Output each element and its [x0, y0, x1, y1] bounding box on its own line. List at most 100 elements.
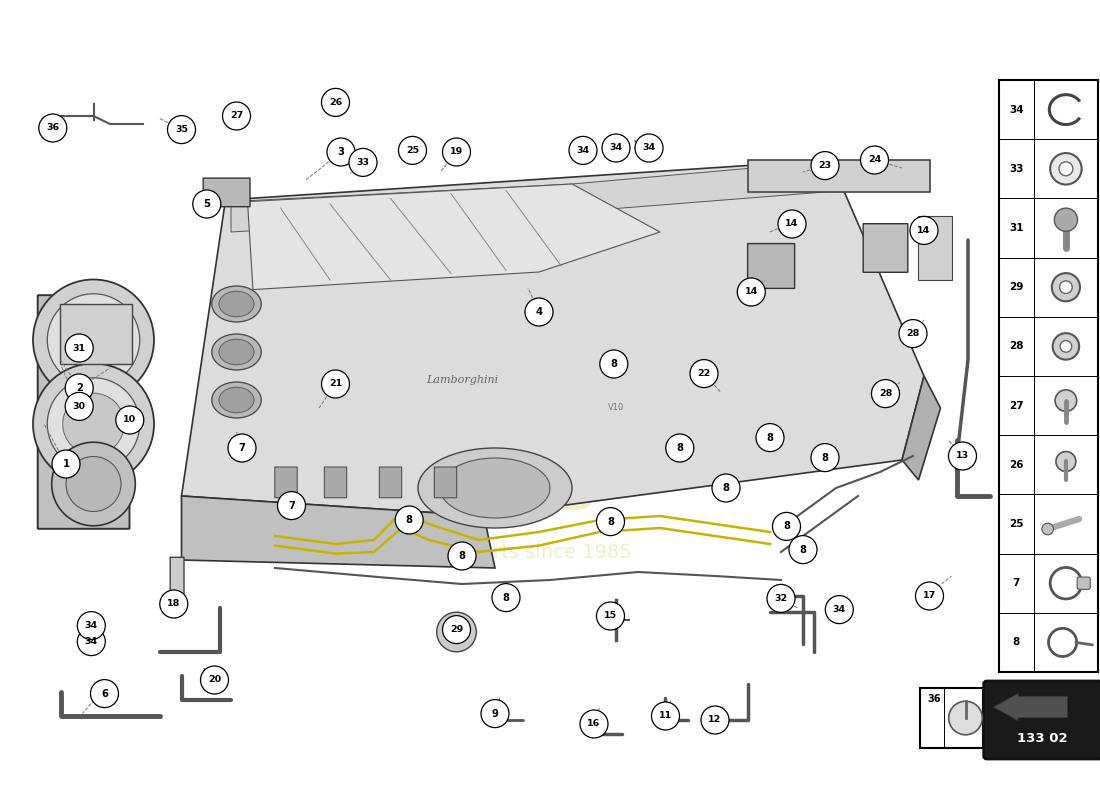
Circle shape	[600, 350, 628, 378]
Text: el-fuentes: el-fuentes	[309, 394, 659, 454]
Circle shape	[767, 584, 795, 613]
Circle shape	[33, 279, 154, 401]
Text: 32: 32	[774, 594, 788, 603]
Text: 35: 35	[175, 125, 188, 134]
FancyBboxPatch shape	[864, 224, 907, 272]
Circle shape	[1042, 523, 1054, 534]
Circle shape	[1054, 208, 1078, 231]
Circle shape	[1059, 162, 1072, 176]
FancyBboxPatch shape	[983, 681, 1100, 759]
Polygon shape	[182, 496, 495, 568]
Text: 7: 7	[239, 443, 245, 453]
Circle shape	[442, 616, 471, 643]
FancyBboxPatch shape	[275, 467, 297, 498]
Circle shape	[899, 319, 927, 347]
Text: a passion for parts since 1985: a passion for parts since 1985	[337, 542, 631, 562]
Circle shape	[66, 457, 121, 511]
Text: 4: 4	[536, 307, 542, 317]
Text: 7: 7	[288, 501, 295, 510]
Text: 8: 8	[767, 433, 773, 442]
Text: 34: 34	[609, 143, 623, 153]
Circle shape	[200, 666, 229, 694]
FancyBboxPatch shape	[434, 467, 456, 498]
Text: 28: 28	[1009, 342, 1024, 351]
Circle shape	[811, 443, 839, 472]
Text: 15: 15	[604, 611, 617, 621]
Circle shape	[492, 584, 520, 611]
Text: 22: 22	[697, 369, 711, 378]
Text: 24: 24	[868, 155, 881, 165]
Text: 36: 36	[46, 123, 59, 133]
Circle shape	[222, 102, 251, 130]
Circle shape	[737, 278, 766, 306]
Circle shape	[65, 374, 94, 402]
Circle shape	[1055, 390, 1077, 411]
Circle shape	[948, 701, 982, 734]
Circle shape	[666, 434, 694, 462]
Text: 7: 7	[1013, 578, 1020, 588]
Ellipse shape	[219, 387, 254, 413]
Text: 3: 3	[338, 147, 344, 157]
Text: V10: V10	[608, 403, 624, 413]
Circle shape	[1060, 341, 1071, 352]
Text: 26: 26	[329, 98, 342, 107]
Circle shape	[811, 152, 839, 180]
Polygon shape	[231, 162, 825, 232]
Text: 1: 1	[63, 459, 69, 469]
Polygon shape	[748, 160, 929, 192]
Text: 31: 31	[73, 343, 86, 353]
Text: 28: 28	[879, 389, 892, 398]
Text: 8: 8	[503, 593, 509, 602]
Circle shape	[580, 710, 608, 738]
FancyBboxPatch shape	[918, 216, 952, 280]
Circle shape	[52, 442, 135, 526]
Circle shape	[448, 542, 476, 570]
Ellipse shape	[211, 286, 262, 322]
Text: 5: 5	[204, 199, 210, 209]
Circle shape	[756, 424, 784, 451]
Circle shape	[63, 310, 124, 371]
Text: 8: 8	[610, 359, 617, 369]
Circle shape	[167, 115, 196, 144]
Circle shape	[192, 190, 221, 218]
Text: 18: 18	[167, 599, 180, 609]
Text: 30: 30	[73, 402, 86, 411]
Text: 19: 19	[450, 147, 463, 157]
Text: 25: 25	[1009, 519, 1024, 529]
Circle shape	[77, 611, 106, 640]
Text: 8: 8	[783, 522, 790, 531]
Circle shape	[442, 138, 471, 166]
Polygon shape	[248, 184, 660, 290]
Circle shape	[596, 602, 625, 630]
Text: 33: 33	[356, 158, 370, 167]
Circle shape	[690, 359, 718, 387]
Ellipse shape	[211, 334, 262, 370]
FancyBboxPatch shape	[60, 304, 132, 364]
Circle shape	[915, 582, 944, 610]
Circle shape	[116, 406, 144, 434]
Circle shape	[39, 114, 67, 142]
Text: 8: 8	[607, 517, 614, 526]
Text: 133 02: 133 02	[1018, 731, 1068, 745]
Circle shape	[160, 590, 188, 618]
Bar	[920, 688, 983, 748]
FancyBboxPatch shape	[379, 467, 401, 498]
Ellipse shape	[219, 339, 254, 365]
Text: Lamborghini: Lamborghini	[426, 375, 498, 385]
Circle shape	[349, 149, 377, 177]
Circle shape	[47, 294, 140, 386]
Circle shape	[277, 491, 306, 520]
Circle shape	[327, 138, 355, 166]
Text: 34: 34	[642, 143, 656, 153]
Circle shape	[651, 702, 680, 730]
Circle shape	[596, 508, 625, 536]
Text: 27: 27	[1009, 401, 1024, 410]
Text: 14: 14	[745, 287, 758, 297]
Text: 16: 16	[587, 719, 601, 729]
FancyBboxPatch shape	[1077, 577, 1090, 590]
Text: 21: 21	[329, 379, 342, 389]
Circle shape	[569, 136, 597, 165]
Circle shape	[321, 370, 350, 398]
Text: 8: 8	[459, 551, 465, 561]
Circle shape	[228, 434, 256, 462]
